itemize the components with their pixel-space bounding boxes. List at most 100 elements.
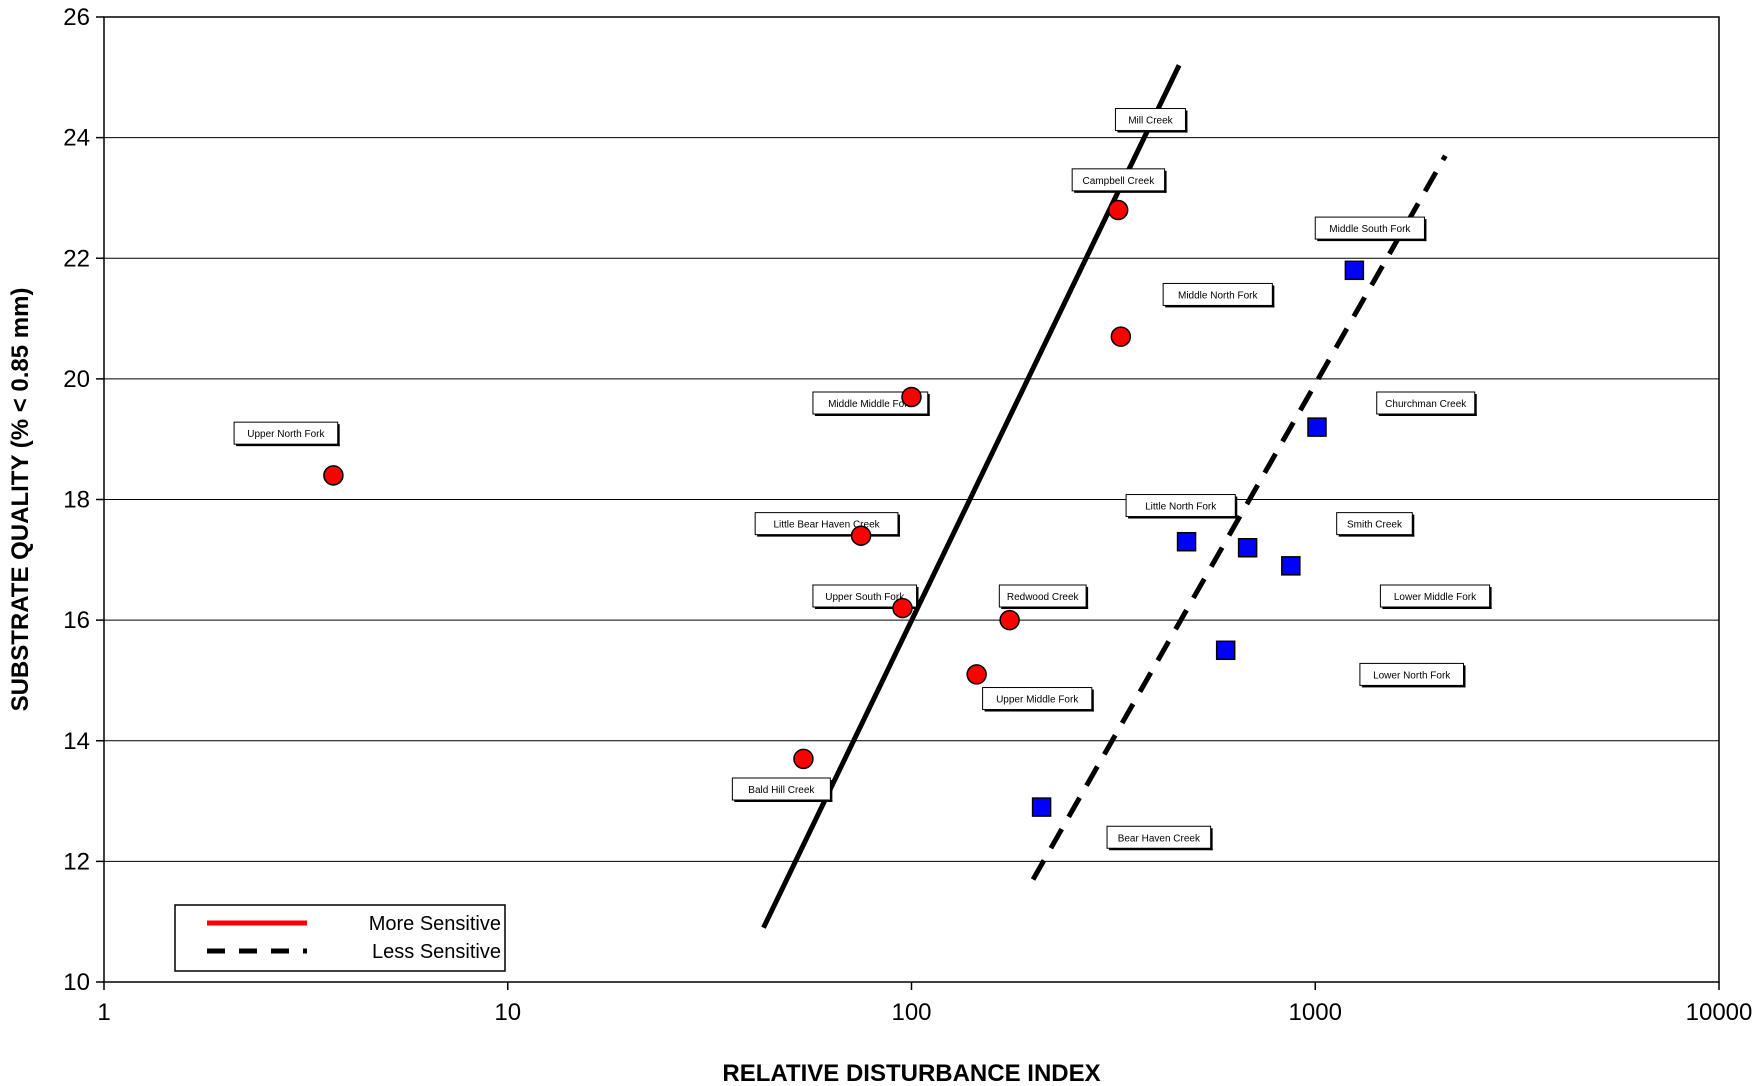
site-label-text: Churchman Creek	[1385, 399, 1467, 410]
site-label-shadow	[897, 514, 900, 537]
site-label: Bear Haven Creek	[1106, 825, 1213, 851]
y-axis-title: SUBSTRATE QUALITY (% < 0.85 mm)	[7, 288, 34, 712]
x-tick-label: 100	[891, 999, 931, 1026]
more-sensitive-point	[1107, 199, 1129, 221]
site-label-text: Redwood Creek	[1007, 592, 1080, 603]
site-label-shadow	[1117, 130, 1188, 133]
site-label-text: Smith Creek	[1347, 520, 1403, 531]
legend-label: More Sensitive	[369, 913, 501, 935]
site-label: Middle North Fork	[1162, 282, 1275, 308]
site-label-shadow	[814, 607, 919, 609]
site-label-text: Little Bear Haven Creek	[773, 520, 880, 531]
less-sensitive-point	[1307, 417, 1327, 437]
site-label-shadow	[1474, 394, 1477, 416]
x-tick-label: 10	[494, 999, 521, 1026]
site-label-shadow	[927, 394, 930, 416]
site-label-shadow	[337, 424, 340, 447]
site-label-shadow	[1074, 190, 1167, 193]
site-label-shadow	[1424, 219, 1427, 242]
more-sensitive-point	[901, 386, 922, 408]
y-tick-label: 14	[63, 728, 90, 755]
site-label-text: Upper North Fork	[247, 429, 325, 440]
less-sensitive-point	[1215, 640, 1236, 661]
site-label-shadow	[814, 414, 930, 416]
y-tick-label: 20	[63, 366, 90, 393]
site-label-text: Middle Middle Fork	[828, 399, 913, 410]
site-label-text: Upper Middle Fork	[996, 695, 1079, 706]
trend-lines	[761, 64, 1448, 929]
site-label-shadow	[1210, 828, 1213, 851]
more-sensitive-point	[999, 609, 1020, 631]
site-label-shadow	[916, 587, 919, 609]
less-sensitive-trend-line	[1030, 154, 1448, 881]
y-tick-label: 26	[63, 4, 90, 31]
site-label: Churchman Creek	[1376, 391, 1477, 416]
site-label-shadow	[1361, 685, 1466, 688]
site-label: Lower North Fork	[1359, 662, 1466, 688]
site-label-shadow	[1382, 607, 1492, 609]
site-label-text: Upper South Fork	[825, 592, 905, 603]
site-label-shadow	[1165, 305, 1275, 308]
site-label-shadow	[1164, 170, 1167, 193]
more-sensitive-point	[1110, 326, 1132, 347]
more-sensitive-point	[850, 525, 872, 546]
site-label-shadow	[984, 709, 1094, 712]
horizontal-gridlines	[104, 137, 1719, 862]
y-tick-label: 18	[63, 487, 90, 514]
more-sensitive-point	[966, 664, 987, 685]
site-label: Little North Fork	[1125, 494, 1238, 519]
site-label: Little Bear Haven Creek	[754, 512, 900, 537]
site-label-shadow	[1378, 414, 1477, 416]
site-label-text: Campbell Creek	[1083, 176, 1156, 187]
less-sensitive-point	[1237, 538, 1258, 558]
site-label: Upper South Fork	[812, 584, 919, 609]
more-sensitive-point	[892, 597, 913, 619]
y-tick-label: 12	[63, 848, 90, 875]
site-label: Lower Middle Fork	[1379, 584, 1492, 609]
site-label-shadow	[1463, 665, 1466, 688]
less-sensitive-point	[1176, 531, 1197, 552]
data-points	[323, 199, 1365, 817]
site-label-shadow	[734, 800, 833, 802]
site-label-shadow	[1338, 534, 1415, 537]
site-label-text: Little North Fork	[1145, 502, 1217, 513]
site-label-shadow	[1128, 516, 1238, 519]
site-label-shadow	[830, 780, 833, 802]
legend-box	[174, 904, 506, 972]
site-label-text: Lower North Fork	[1373, 670, 1451, 681]
site-label: Upper Middle Fork	[982, 687, 1094, 712]
site-label-shadow	[1091, 689, 1094, 712]
site-label-shadow	[1489, 587, 1492, 609]
less-sensitive-point	[1281, 556, 1301, 576]
site-label: Middle South Fork	[1314, 216, 1427, 242]
site-label: Middle Middle Fork	[812, 391, 930, 416]
legend-label: Less Sensitive	[372, 941, 501, 963]
site-label-text: Middle North Fork	[1178, 290, 1258, 301]
y-axis: 10 12 14 16 18 20 22 24 26	[63, 4, 104, 996]
site-label: Campbell Creek	[1071, 168, 1167, 193]
site-label: Smith Creek	[1336, 512, 1415, 537]
less-sensitive-point	[1344, 260, 1365, 281]
x-axis-title: RELATIVE DISTURBANCE INDEX	[722, 1060, 1100, 1086]
y-tick-label: 16	[63, 607, 90, 634]
site-label: Upper North Fork	[233, 421, 340, 447]
site-label: Mill Creek	[1114, 108, 1188, 133]
legend: More Sensitive Less Sensitive	[174, 904, 506, 972]
site-label-text: Bald Hill Creek	[748, 785, 815, 796]
x-tick-label: 1000	[1289, 999, 1342, 1026]
x-axis: 1 10 100 1000 10000	[97, 982, 1752, 1026]
x-tick-label: 1	[97, 999, 110, 1026]
site-label-text: Bear Haven Creek	[1118, 833, 1201, 844]
site-label-text: Middle South Fork	[1329, 224, 1411, 235]
site-label-shadow	[1235, 496, 1238, 519]
site-label-shadow	[757, 534, 900, 537]
site-label-shadow	[1317, 239, 1427, 242]
less-sensitive-point	[1031, 797, 1052, 817]
site-label: Bald Hill Creek	[731, 777, 833, 802]
y-tick-label: 24	[63, 125, 90, 152]
site-label-shadow	[1109, 848, 1213, 851]
site-label-shadow	[1001, 607, 1089, 609]
more-sensitive-point	[793, 748, 814, 770]
site-label-shadow	[1272, 285, 1275, 308]
